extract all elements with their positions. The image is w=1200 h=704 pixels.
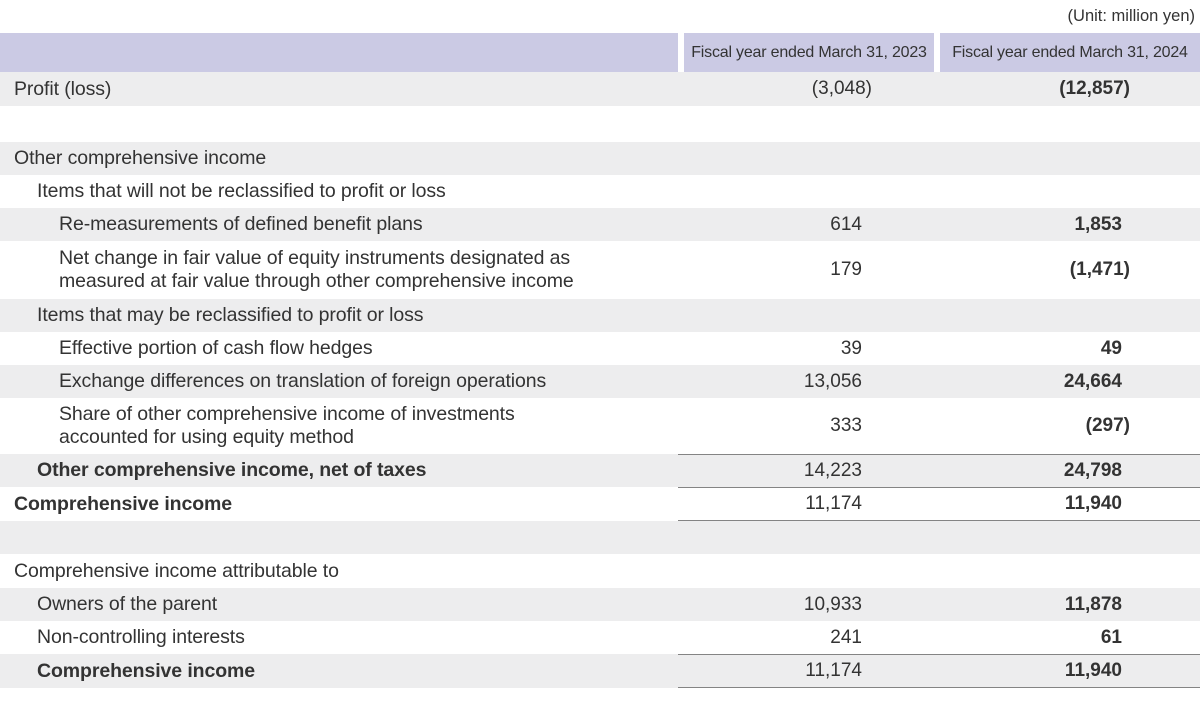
unit-note: (Unit: million yen): [1067, 7, 1195, 25]
value-fy2023: [678, 142, 934, 175]
value-fy2024: [934, 175, 1200, 208]
value-fy2023: 11,174: [678, 654, 934, 688]
row-owners-of-the-parent: Owners of the parent 10,933 11,878: [0, 588, 1200, 621]
row-comprehensive-income-total: Comprehensive income 11,174 11,940: [0, 487, 1200, 521]
value-fy2024: 49: [1100, 337, 1122, 359]
row-label: Share of other comprehensive income of i…: [59, 403, 515, 448]
value-fy2024: 1,853: [1074, 213, 1122, 235]
value-fy2024: [934, 142, 1200, 175]
value-fy2023: (3,048): [811, 78, 872, 99]
value-fy2023: 14,223: [678, 454, 934, 487]
row-label: Items that will not be reclassified to p…: [37, 180, 446, 202]
value-fy2023: 39: [840, 337, 862, 359]
value-fy2024: (12,857): [1059, 78, 1130, 99]
value-fy2024: [934, 554, 1200, 588]
row-oci-net-of-taxes: Other comprehensive income, net of taxes…: [0, 454, 1200, 487]
value-fy2024: 11,940: [934, 487, 1200, 521]
row-label: Comprehensive income: [14, 492, 232, 515]
value-fy2023: [678, 175, 934, 208]
row-effective-portion-cash-flow-hedges: Effective portion of cash flow hedges 39…: [0, 332, 1200, 365]
row-comprehensive-income-attributable-total: Comprehensive income 11,174 11,940: [0, 654, 1200, 688]
value-fy2023: 10,933: [803, 593, 862, 615]
row-label: Items that may be reclassified to profit…: [37, 304, 424, 326]
spacer-row: [0, 106, 1200, 142]
row-label: Comprehensive income attributable to: [14, 559, 339, 582]
column-header-fy2024: Fiscal year ended March 31, 2024: [934, 33, 1200, 72]
row-profit-loss: Profit (loss) (3,048) (12,857): [0, 72, 1200, 106]
value-fy2024: (297): [1085, 415, 1130, 436]
value-fy2024: 61: [1100, 626, 1122, 648]
value-fy2024: [934, 106, 1200, 142]
spacer-row: [0, 521, 1200, 554]
column-header-fy2023: Fiscal year ended March 31, 2023: [678, 33, 934, 72]
row-share-of-oci-equity-method: Share of other comprehensive income of i…: [0, 398, 1200, 454]
value-fy2023: [678, 554, 934, 588]
value-fy2024: 11,878: [1064, 593, 1122, 615]
row-exchange-differences-translation: Exchange differences on translation of f…: [0, 365, 1200, 398]
row-non-controlling-interests: Non-controlling interests 241 61: [0, 621, 1200, 654]
row-label: Profit (loss): [14, 77, 112, 100]
value-fy2023: 11,174: [678, 487, 934, 521]
comprehensive-income-table: Fiscal year ended March 31, 2023 Fiscal …: [0, 33, 1200, 688]
row-remeasurements-defined-benefit-plans: Re-measurements of defined benefit plans…: [0, 208, 1200, 241]
row-label: Re-measurements of defined benefit plans: [59, 213, 423, 235]
row-net-change-fair-value-equity-instruments: Net change in fair value of equity instr…: [0, 241, 1200, 299]
row-comprehensive-income-attributable-to: Comprehensive income attributable to: [0, 554, 1200, 588]
value-fy2023: 241: [830, 626, 862, 648]
value-fy2023: 614: [830, 213, 862, 235]
value-fy2023: [678, 106, 934, 142]
value-fy2024: 24,798: [934, 454, 1200, 487]
column-header-items: [0, 33, 678, 72]
value-fy2023: 13,056: [803, 370, 862, 392]
row-label: Other comprehensive income, net of taxes: [37, 459, 427, 481]
value-fy2023: 333: [830, 415, 862, 436]
value-fy2024: (1,471): [1069, 259, 1130, 280]
row-items-not-reclassified: Items that will not be reclassified to p…: [0, 175, 1200, 208]
row-label: Net change in fair value of equity instr…: [59, 247, 574, 292]
value-fy2024: [934, 521, 1200, 554]
row-label: Effective portion of cash flow hedges: [59, 337, 373, 359]
value-fy2023: 179: [830, 259, 862, 280]
row-label: Other comprehensive income: [14, 147, 267, 169]
value-fy2024: [934, 299, 1200, 332]
value-fy2024: 24,664: [1063, 370, 1122, 392]
value-fy2023: [678, 299, 934, 332]
value-fy2024: 11,940: [934, 654, 1200, 688]
row-label: Comprehensive income: [37, 659, 255, 682]
row-label: Exchange differences on translation of f…: [59, 370, 547, 392]
row-label: Non-controlling interests: [37, 626, 245, 648]
row-label: Owners of the parent: [37, 593, 218, 615]
row-label: [0, 106, 678, 142]
row-label: [0, 521, 678, 554]
row-items-may-be-reclassified: Items that may be reclassified to profit…: [0, 299, 1200, 332]
value-fy2023: [678, 521, 934, 554]
table-header-row: Fiscal year ended March 31, 2023 Fiscal …: [0, 33, 1200, 72]
row-other-comprehensive-income: Other comprehensive income: [0, 142, 1200, 175]
